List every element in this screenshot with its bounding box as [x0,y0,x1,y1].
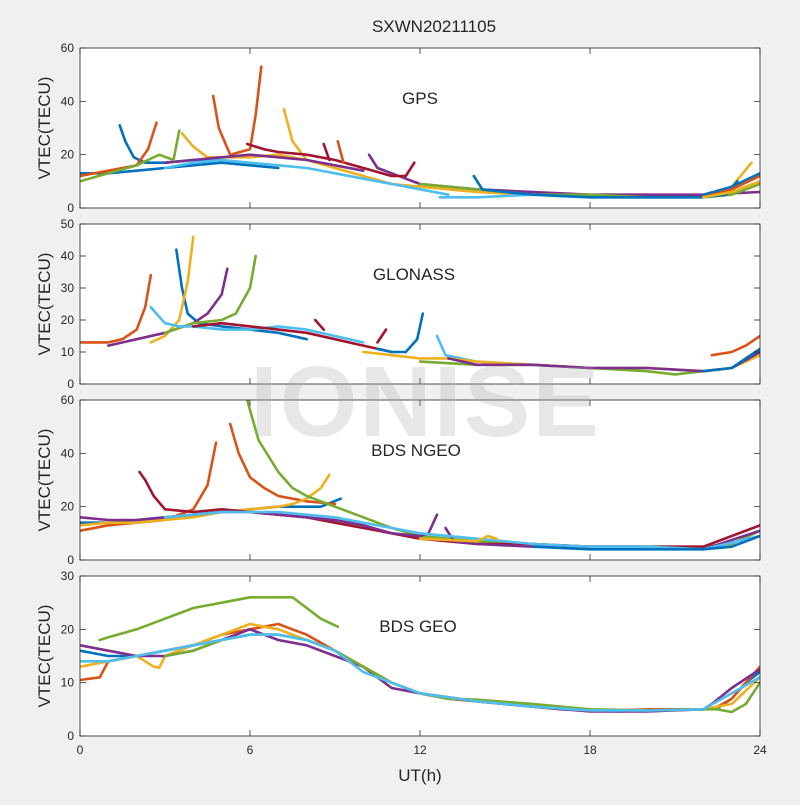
y-tick-label: 30 [61,281,75,295]
x-tick-label: 6 [247,743,254,757]
y-tick-label: 60 [61,41,75,55]
series-line [701,172,760,196]
x-tick-label: 24 [753,743,767,757]
y-tick-label: 0 [67,201,74,215]
y-tick-label: 0 [67,377,74,391]
y-tick-label: 30 [61,569,75,583]
panel-annotation: GPS [402,89,438,108]
series-line [98,595,340,642]
y-tick-label: 40 [61,94,75,108]
y-axis-label: VTEC(TECU) [35,77,54,180]
y-axis-label: VTEC(TECU) [35,253,54,356]
series-line [149,305,365,344]
series-line [710,334,760,357]
panel-annotation: BDS GEO [379,617,456,636]
x-tick-label: 18 [583,743,597,757]
y-tick-label: 20 [61,148,75,162]
y-tick-label: 40 [61,446,75,460]
figure-title: SXWN20211105 [372,17,496,36]
x-tick-label: 0 [77,743,84,757]
series-line [149,235,195,344]
series-line [80,273,153,344]
series-line [322,142,331,162]
x-axis-label: UT(h) [398,766,441,785]
series-group [80,235,760,376]
series-line [80,633,760,712]
series-line [376,328,388,344]
plot-area [80,48,760,208]
y-tick-label: 60 [61,393,75,407]
y-tick-label: 0 [67,553,74,567]
y-tick-label: 20 [61,622,75,636]
series-line [211,65,263,156]
series-line [531,534,760,551]
series-line [701,180,760,199]
series-line [701,347,760,373]
series-line [245,142,416,178]
series-line [418,534,498,543]
y-tick-label: 0 [67,729,74,743]
series-line [192,321,394,354]
series-line [163,254,257,335]
panel-1: 0 10 20 30 40 50 VTEC(TECU) GLONASS [35,217,761,391]
series-line [163,158,450,196]
panel-annotation: GLONASS [373,265,455,284]
y-tick-label: 40 [61,249,75,263]
y-tick-label: 10 [61,676,75,690]
panel-annotation: BDS NGEO [371,441,461,460]
panel-3: 0 10 20 30 0 6 12 18 24 VTEC(TECU) BDS GEO [35,569,767,757]
series-line [80,510,439,538]
y-tick-label: 10 [61,345,75,359]
series-line [336,140,345,164]
panel-0: 0 20 40 60 VTEC(TECU) GPS [35,41,761,215]
y-tick-label: 20 [61,500,75,514]
series-group [80,65,760,199]
series-line [163,510,760,551]
series-group [80,400,760,551]
x-tick-label: 12 [413,743,427,757]
y-axis-label: VTEC(TECU) [35,429,54,532]
panel-2: 0 20 40 60 VTEC(TECU) BDS NGEO [35,393,761,567]
series-line [228,422,337,506]
y-axis-label: VTEC(TECU) [35,605,54,708]
series-line [163,153,365,172]
y-tick-label: 20 [61,313,75,327]
series-line [80,129,181,183]
series-line [376,312,425,354]
series-line [313,318,326,331]
y-tick-label: 50 [61,217,75,231]
series-group [80,595,760,714]
